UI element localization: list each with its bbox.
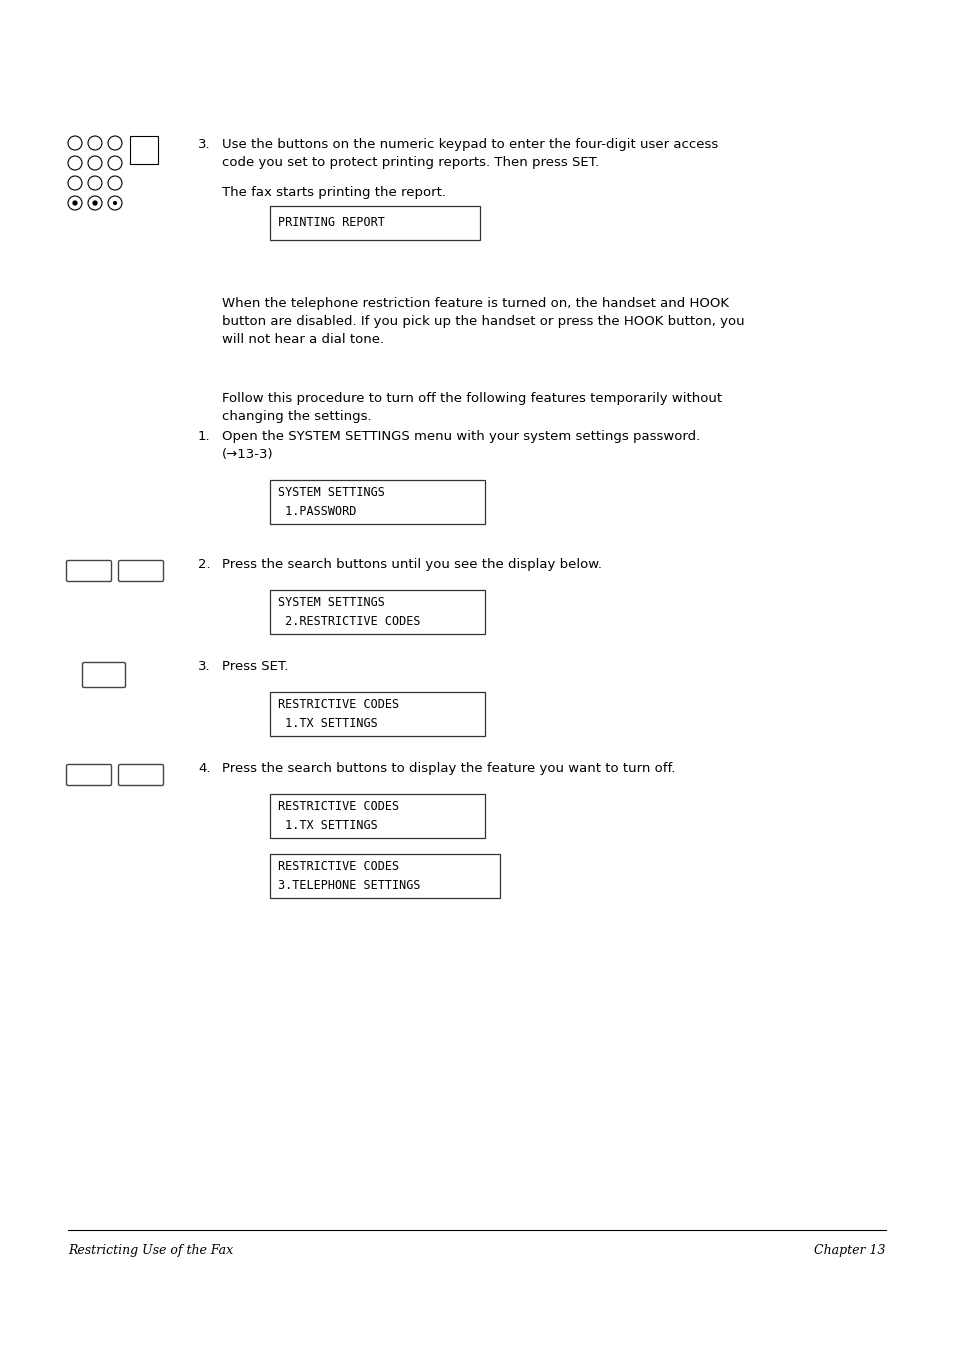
Bar bbox=[130, 136, 158, 163]
Text: Chapter 13: Chapter 13 bbox=[814, 1244, 885, 1256]
Text: SYSTEM SETTINGS: SYSTEM SETTINGS bbox=[277, 596, 384, 609]
Text: 1.PASSWORD: 1.PASSWORD bbox=[277, 505, 356, 517]
Text: When the telephone restriction feature is turned on, the handset and HOOK: When the telephone restriction feature i… bbox=[222, 297, 728, 309]
FancyBboxPatch shape bbox=[118, 765, 163, 785]
FancyBboxPatch shape bbox=[82, 662, 126, 688]
Circle shape bbox=[92, 200, 97, 205]
Bar bbox=[270, 854, 499, 898]
Circle shape bbox=[112, 201, 117, 205]
Text: 4.: 4. bbox=[198, 762, 211, 775]
Text: button are disabled. If you pick up the handset or press the HOOK button, you: button are disabled. If you pick up the … bbox=[222, 315, 744, 328]
Text: 2.RESTRICTIVE CODES: 2.RESTRICTIVE CODES bbox=[277, 615, 420, 628]
Text: Press the search buttons until you see the display below.: Press the search buttons until you see t… bbox=[222, 558, 601, 571]
Text: RESTRICTIVE CODES: RESTRICTIVE CODES bbox=[277, 861, 398, 873]
FancyBboxPatch shape bbox=[118, 561, 163, 581]
Bar bbox=[270, 794, 484, 838]
Text: code you set to protect printing reports. Then press SET.: code you set to protect printing reports… bbox=[222, 155, 598, 169]
Circle shape bbox=[72, 200, 77, 205]
Text: 2.: 2. bbox=[198, 558, 211, 571]
Text: The fax starts printing the report.: The fax starts printing the report. bbox=[222, 186, 446, 199]
Text: Use the buttons on the numeric keypad to enter the four-digit user access: Use the buttons on the numeric keypad to… bbox=[222, 138, 718, 151]
Text: 3.: 3. bbox=[198, 138, 211, 151]
Text: (→13-3): (→13-3) bbox=[222, 449, 274, 461]
Bar bbox=[270, 480, 484, 524]
Bar bbox=[270, 590, 484, 634]
Bar bbox=[270, 205, 479, 240]
Text: changing the settings.: changing the settings. bbox=[222, 409, 372, 423]
Text: 1.TX SETTINGS: 1.TX SETTINGS bbox=[277, 717, 377, 730]
Text: Restricting Use of the Fax: Restricting Use of the Fax bbox=[68, 1244, 233, 1256]
Bar bbox=[270, 692, 484, 736]
Text: 3.TELEPHONE SETTINGS: 3.TELEPHONE SETTINGS bbox=[277, 880, 420, 892]
FancyBboxPatch shape bbox=[67, 561, 112, 581]
Text: Follow this procedure to turn off the following features temporarily without: Follow this procedure to turn off the fo… bbox=[222, 392, 721, 405]
FancyBboxPatch shape bbox=[67, 765, 112, 785]
Text: Press the search buttons to display the feature you want to turn off.: Press the search buttons to display the … bbox=[222, 762, 675, 775]
Text: 1.: 1. bbox=[198, 430, 211, 443]
Text: RESTRICTIVE CODES: RESTRICTIVE CODES bbox=[277, 698, 398, 711]
Text: PRINTING REPORT: PRINTING REPORT bbox=[277, 216, 384, 230]
Text: Press SET.: Press SET. bbox=[222, 661, 288, 673]
Text: 1.TX SETTINGS: 1.TX SETTINGS bbox=[277, 819, 377, 832]
Text: SYSTEM SETTINGS: SYSTEM SETTINGS bbox=[277, 486, 384, 499]
Text: RESTRICTIVE CODES: RESTRICTIVE CODES bbox=[277, 800, 398, 813]
Text: 3.: 3. bbox=[198, 661, 211, 673]
Text: Open the SYSTEM SETTINGS menu with your system settings password.: Open the SYSTEM SETTINGS menu with your … bbox=[222, 430, 700, 443]
Text: will not hear a dial tone.: will not hear a dial tone. bbox=[222, 332, 384, 346]
